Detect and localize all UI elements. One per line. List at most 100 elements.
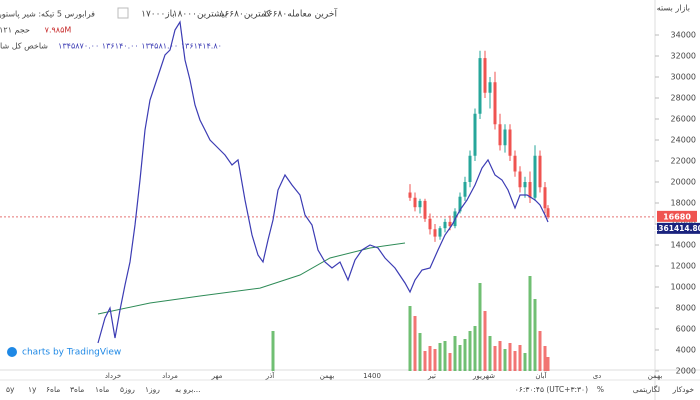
ohlc: ۱۶۶۸۰کمترین [220, 10, 271, 20]
volume-bar [546, 357, 550, 371]
toolbar-button[interactable]: ۰۶:۳۰:۴۵ (UTC+۳:۳۰) [515, 385, 588, 394]
y-tick-label: 20000 [671, 178, 696, 187]
y-tick-label: 2000 [676, 367, 696, 376]
volume-bar [518, 345, 522, 371]
toolbar-button[interactable]: ۱y [28, 385, 37, 394]
ohlc: ۱۷۰۰۰باز [141, 10, 175, 20]
volume-bar [418, 333, 422, 371]
x-tick-label: تیر [427, 372, 436, 380]
volume-bar [271, 331, 275, 371]
icon[interactable] [117, 7, 129, 19]
toolbar-button[interactable]: لگاریتمی [633, 385, 660, 394]
candle-body [448, 221, 452, 227]
logo [7, 347, 17, 357]
volume-bar [458, 345, 462, 371]
market-status: بازار بسته [657, 4, 690, 13]
index-line [97, 20, 549, 344]
y-tick-label: 18000 [671, 199, 696, 208]
x-tick-label: مهر [211, 372, 223, 380]
toolbar-button[interactable]: % [597, 385, 604, 394]
volume-bar [498, 341, 502, 371]
index-tag [657, 222, 700, 234]
toolbar-button[interactable]: خودکار [672, 385, 695, 394]
x-tick-label: آذر [265, 371, 275, 380]
symbol: فرابورس 5 تیکه: شیر پاستوریزه پگاه گیلان [0, 9, 95, 19]
y-tick-label: 30000 [671, 73, 696, 82]
volume-bar [533, 299, 537, 371]
candle-body [478, 58, 482, 114]
volume-bar [503, 349, 507, 371]
x-tick-label: شهریور [472, 372, 495, 380]
candle-body [538, 155, 542, 188]
y-tick-label: 34000 [671, 31, 696, 40]
volume-bar [453, 336, 457, 371]
volume-bar [408, 306, 412, 371]
y-tick-label: 32000 [671, 52, 696, 61]
candle-body [528, 182, 532, 198]
y-tick-label: 12000 [671, 262, 696, 271]
x-tick-label: بهمن [648, 372, 663, 380]
toolbar-button[interactable]: ۱ماه [95, 385, 109, 394]
ohlc: ۱۶۶۸۰آخرین معامله [263, 8, 337, 20]
candle-body [428, 218, 432, 230]
y-tick-label: 14000 [671, 241, 696, 250]
volume-bar [538, 331, 542, 371]
watermark: charts by TradingView [22, 348, 121, 358]
candle-body [523, 182, 527, 188]
volume-label: حجم ۱۲۱ [0, 26, 30, 35]
candle-body [463, 182, 467, 197]
volume-bar [543, 346, 547, 371]
volume-bar [428, 346, 432, 371]
price-tag-label: 16680 [663, 212, 691, 221]
x-tick-label: آبان [535, 371, 547, 380]
volume-bar [448, 353, 452, 371]
volume-bar [523, 353, 527, 371]
x-tick-label: دی [593, 372, 602, 380]
price-tag [657, 210, 697, 222]
toolbar-button[interactable]: ۵y [6, 385, 15, 394]
candle-body [503, 129, 507, 146]
volume-bar [478, 283, 482, 371]
candle-body [473, 113, 477, 156]
index-values: ۱۳۴۵۸۷۰.۰۰ ۱۳۶۱۴۰.۰۰ ۱۳۴۵۸۱.۰۰ ۱۳۶۱۴۱۴.۸… [58, 42, 222, 51]
x-tick-label: بهمن [320, 372, 335, 380]
candle-body [508, 129, 512, 156]
y-tick-label: 28000 [671, 94, 696, 103]
candle-body [488, 82, 492, 93]
candle-body [546, 208, 550, 217]
volume-bar [413, 316, 417, 371]
candle-body [468, 155, 472, 182]
y-tick-label: 10000 [671, 283, 696, 292]
toolbar-button[interactable]: برو به... [175, 385, 201, 394]
candle-body [518, 171, 522, 188]
toolbar-button[interactable]: ۳ماه [70, 385, 84, 394]
index-tag-label: 1361414.80 [653, 224, 700, 233]
toolbar-button[interactable]: ۶ماه [46, 385, 60, 394]
candle-body [483, 58, 487, 93]
volume-bar [463, 339, 467, 371]
y-tick-label: 6000 [676, 325, 696, 334]
candle-body [513, 155, 517, 172]
candle-body [408, 192, 412, 198]
toolbar-button[interactable]: ۱روز [145, 385, 160, 394]
volume-bar [513, 351, 517, 371]
ohlc: ۱۸۰۰۰بیشترین [173, 10, 227, 20]
y-tick-label: 22000 [671, 157, 696, 166]
candle-body [433, 229, 437, 237]
volume-bar [493, 346, 497, 371]
y-tick-label: 26000 [671, 115, 696, 124]
index-name: شاخص کل شاخص [0, 42, 48, 51]
x-tick-label: 1400 [363, 372, 381, 380]
candle-body [413, 197, 417, 208]
volume-bar [488, 336, 492, 371]
y-tick-label: 4000 [676, 346, 696, 355]
volume-bar [468, 331, 472, 371]
candle-body [458, 196, 462, 212]
candle-body [438, 228, 442, 237]
toolbar-button[interactable]: ۵روز [120, 385, 135, 394]
candle-body [493, 82, 497, 125]
volume-bar [438, 343, 442, 371]
y-tick-label: 24000 [671, 136, 696, 145]
